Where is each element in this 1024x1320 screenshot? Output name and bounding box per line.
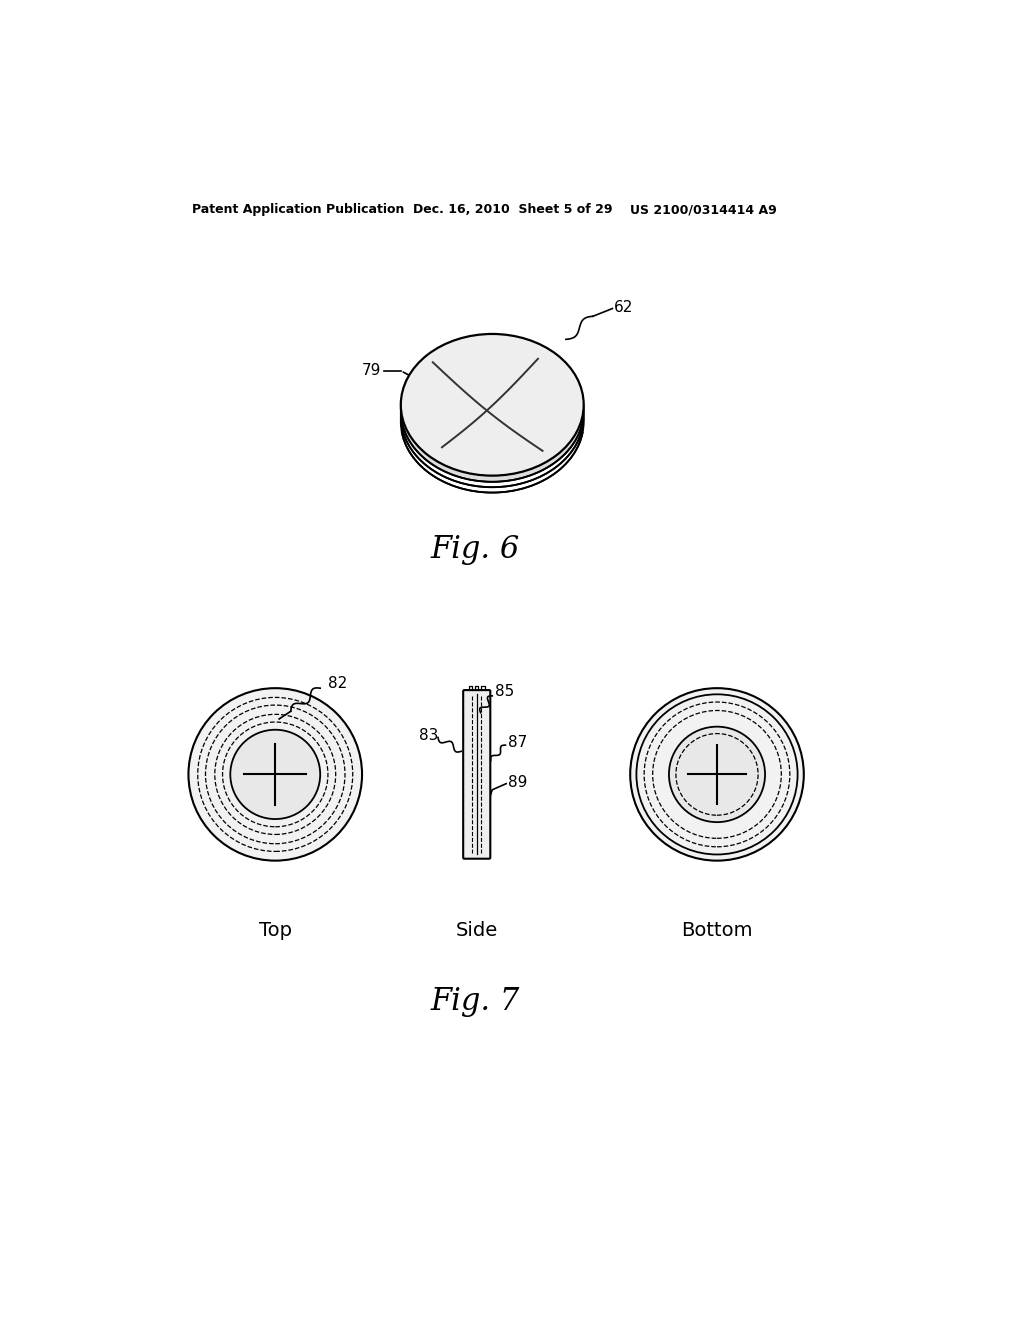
Text: 87: 87 (508, 734, 527, 750)
Text: US 2100/0314414 A9: US 2100/0314414 A9 (630, 203, 777, 216)
Text: 89: 89 (508, 775, 527, 789)
FancyBboxPatch shape (463, 690, 490, 859)
Text: 82: 82 (328, 676, 347, 692)
Ellipse shape (669, 726, 765, 822)
Text: 85: 85 (495, 684, 514, 698)
Ellipse shape (230, 730, 321, 818)
Text: Side: Side (456, 921, 498, 940)
Text: 62: 62 (614, 300, 633, 314)
Text: Patent Application Publication: Patent Application Publication (191, 203, 403, 216)
Ellipse shape (630, 688, 804, 861)
Ellipse shape (188, 688, 362, 861)
Text: Dec. 16, 2010  Sheet 5 of 29: Dec. 16, 2010 Sheet 5 of 29 (414, 203, 612, 216)
Text: 79: 79 (361, 363, 381, 379)
Ellipse shape (400, 334, 584, 475)
Text: 83: 83 (419, 729, 438, 743)
Ellipse shape (400, 341, 584, 482)
Text: Top: Top (259, 921, 292, 940)
Text: Bottom: Bottom (681, 921, 753, 940)
Text: Fig. 7: Fig. 7 (430, 986, 520, 1018)
Text: Fig. 6: Fig. 6 (430, 535, 520, 565)
